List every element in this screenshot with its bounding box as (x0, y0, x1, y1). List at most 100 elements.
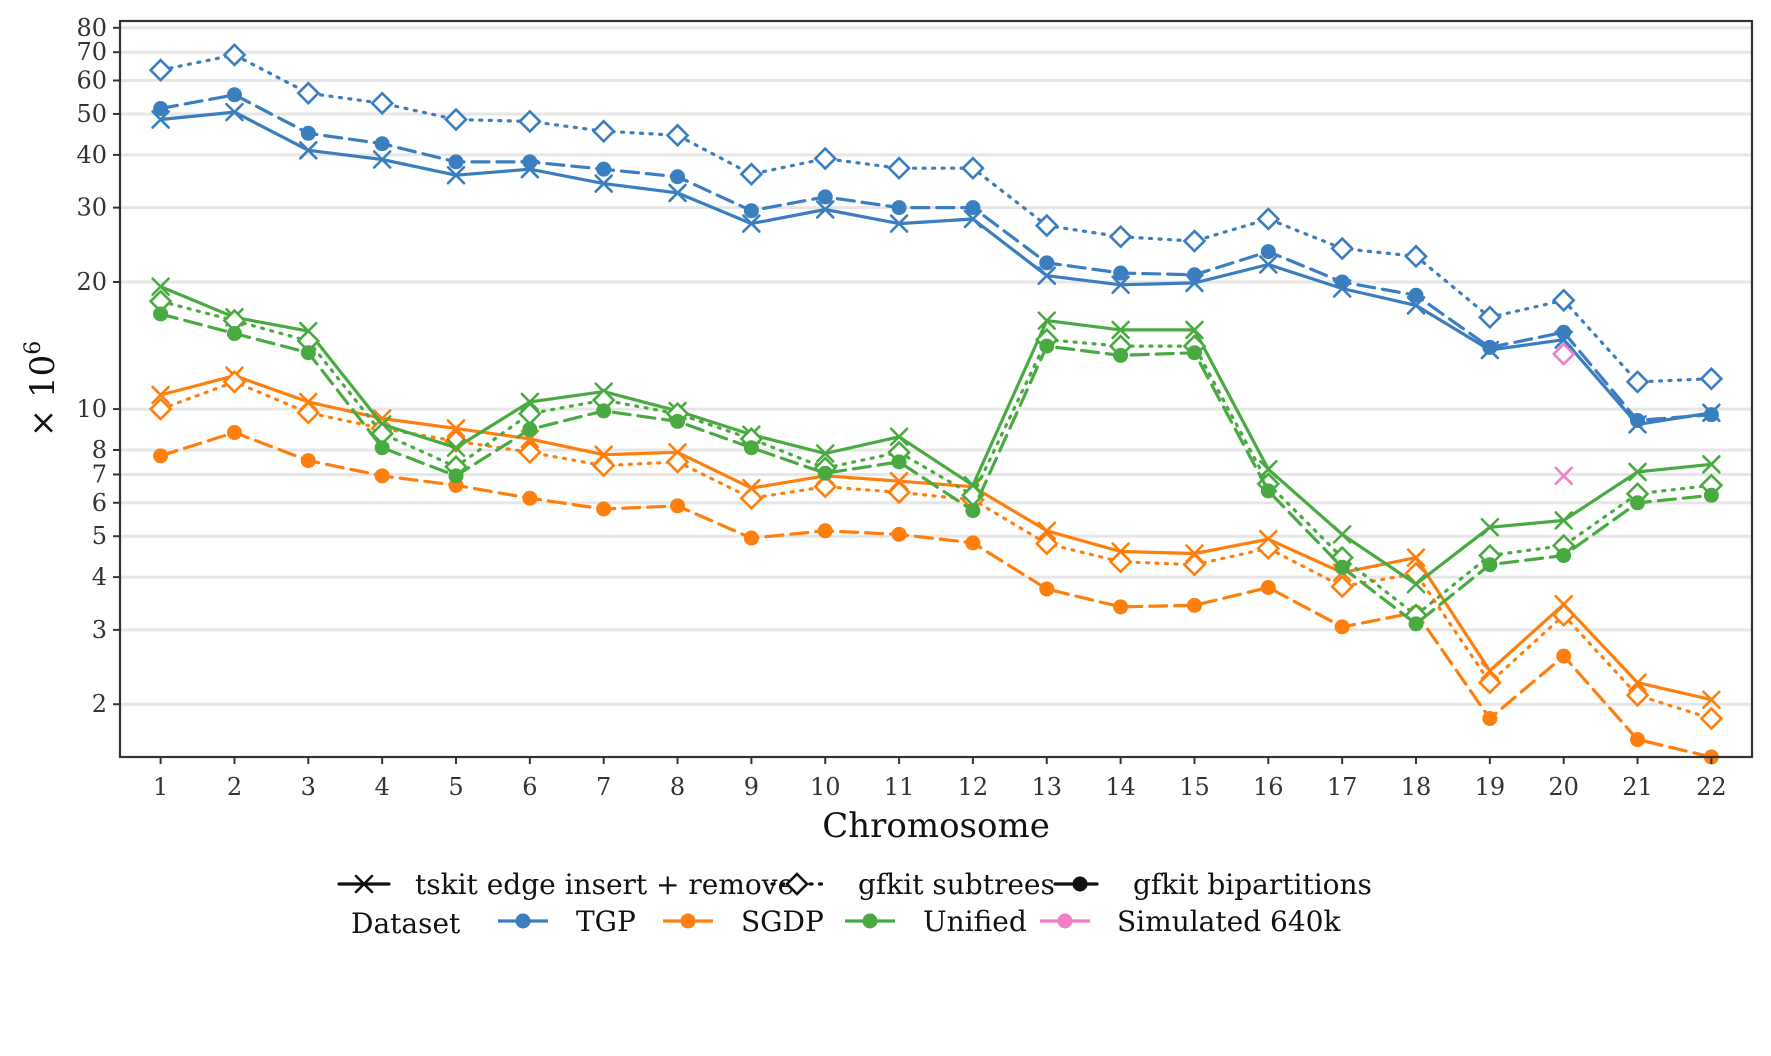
series-line-tgp-tskit (159, 110, 1714, 426)
data-point-sgdp-bipartitions (891, 526, 907, 542)
data-point-sgdp-tskit-stroke (1628, 673, 1647, 692)
legend-label-subtrees: gfkit subtrees (858, 868, 1055, 901)
legend-label-tskit: tskit edge insert + remove (415, 868, 794, 901)
x-tick-label: 11 (884, 773, 915, 801)
data-point-sgdp-bipartitions (1556, 648, 1572, 664)
data-point-tgp-bipartitions (965, 200, 981, 216)
x-tick-label: 3 (301, 773, 316, 801)
data-point-sgdp-bipartitions (300, 453, 316, 469)
data-point-sgdp-bipartitions (1113, 599, 1129, 615)
y-tick-label: 80 (76, 14, 107, 42)
x-tick-label: 6 (522, 773, 537, 801)
data-point-unified-bipartitions (1113, 347, 1129, 363)
data-point-unified-tskit-stroke (1332, 525, 1352, 544)
data-point-sgdp-bipartitions (1260, 580, 1276, 596)
series-tgp-subtrees (148, 43, 1724, 394)
data-point-tgp-subtrees (518, 109, 542, 134)
data-point-unified-tskit (446, 438, 466, 458)
data-point-tgp-bipartitions (670, 169, 686, 185)
legend-label-tgp: TGP (576, 905, 636, 938)
data-point-tgp-tskit (889, 214, 909, 233)
data-point-tgp-subtrees (1478, 305, 1502, 330)
data-point-unified-bipartitions (1556, 548, 1572, 564)
data-point-sgdp-bipartitions (1630, 732, 1646, 748)
data-point-tgp-subtrees (1108, 224, 1133, 249)
data-point-tgp-tskit-stroke (742, 214, 761, 233)
data-point-tgp-tskit (151, 110, 170, 129)
data-point-unified-bipartitions (1630, 495, 1646, 511)
data-point-sgdp-subtrees (665, 450, 690, 474)
data-point-tgp-bipartitions (1703, 407, 1719, 423)
data-point-tgp-bipartitions (374, 136, 390, 152)
series-line-tgp-bipartitions (159, 93, 1714, 422)
legend-item-sgdp: SGDP (663, 905, 824, 938)
data-point-tgp-subtrees (1625, 370, 1650, 394)
data-point-sgdp-bipartitions (153, 448, 169, 464)
data-point-sgdp-bipartitions (965, 535, 981, 551)
y-tick-label: 2 (92, 690, 107, 718)
data-point-unified-bipartitions (1186, 345, 1202, 361)
data-point-sgdp-subtrees (739, 486, 764, 511)
data-point-tgp-subtrees (813, 146, 838, 171)
data-point-unified-bipartitions (743, 440, 759, 456)
data-point-sgdp-tskit-stroke (151, 385, 170, 405)
legend-label-unified: Unified (923, 905, 1027, 938)
legend-item-bipartitions: gfkit bipartitions (1053, 868, 1372, 901)
series-simulated-subtrees (1551, 342, 1576, 366)
data-point-tgp-bipartitions (1408, 287, 1424, 303)
data-point-tgp-bipartitions (1482, 339, 1498, 355)
data-point-sgdp-subtrees (813, 474, 838, 499)
data-point-tgp-tskit-stroke (668, 183, 687, 203)
series-line-unified-tskit (159, 285, 1714, 586)
data-point-tgp-bipartitions (226, 87, 242, 103)
data-point-unified-bipartitions (670, 413, 686, 429)
data-point-unified-tskit (1554, 511, 1573, 530)
data-point-unified-tskit (1702, 455, 1721, 474)
data-point-tgp-subtrees (887, 156, 911, 181)
legend-marker-bipartitions (1072, 876, 1088, 892)
data-point-sgdp-subtrees (1551, 603, 1576, 628)
data-point-tgp-tskit (446, 165, 466, 185)
y-axis-title-exponent: 6 (21, 341, 46, 355)
data-point-unified-bipartitions (522, 421, 538, 437)
data-point-unified-bipartitions (1703, 487, 1719, 503)
data-point-unified-bipartitions (1334, 559, 1350, 575)
data-point-unified-bipartitions (226, 326, 242, 342)
data-point-unified-tskit-stroke (151, 277, 170, 296)
data-point-sgdp-subtrees (1699, 706, 1724, 731)
data-point-tgp-tskit-stroke (299, 141, 318, 160)
data-point-sgdp-tskit (1037, 521, 1057, 541)
data-point-sgdp-bipartitions (1186, 597, 1202, 613)
y-tick-label: 3 (92, 616, 107, 644)
x-tick-label: 10 (810, 773, 841, 801)
data-point-sgdp-tskit (151, 385, 170, 405)
data-point-tgp-tskit (742, 214, 761, 233)
data-point-unified-tskit-stroke (1628, 462, 1647, 482)
data-point-unified-tskit (1480, 517, 1500, 537)
data-point-tgp-bipartitions (743, 203, 759, 219)
data-point-sgdp-subtrees (1108, 549, 1133, 574)
data-point-unified-bipartitions (153, 306, 169, 322)
data-point-tgp-tskit (1037, 266, 1057, 285)
data-point-unified-bipartitions (448, 468, 464, 484)
series-sgdp-bipartitions (153, 425, 1719, 765)
data-point-unified-tskit-stroke (446, 438, 466, 458)
data-point-tgp-subtrees (1256, 207, 1281, 231)
data-point-tgp-subtrees (1699, 366, 1724, 391)
legend-marker-tgp (515, 913, 531, 929)
y-axis-title: × 106 (21, 341, 63, 438)
x-tick-label: 4 (375, 773, 390, 801)
data-point-tgp-bipartitions (1186, 267, 1202, 283)
data-point-tgp-bipartitions (1556, 324, 1572, 340)
y-tick-label: 7 (92, 461, 107, 489)
data-point-tgp-tskit (668, 183, 687, 203)
legend-label-bipartitions: gfkit bipartitions (1133, 868, 1372, 901)
series-line-sgdp-bipartitions (159, 430, 1714, 759)
data-point-tgp-tskit-stroke (1259, 255, 1278, 274)
x-tick-label: 16 (1253, 773, 1284, 801)
data-point-unified-tskit-stroke (1702, 455, 1721, 474)
data-point-unified-bipartitions (596, 403, 612, 419)
data-point-unified-tskit (889, 427, 909, 447)
data-point-unified-bipartitions (1482, 557, 1498, 573)
x-tick-label: 13 (1031, 773, 1062, 801)
